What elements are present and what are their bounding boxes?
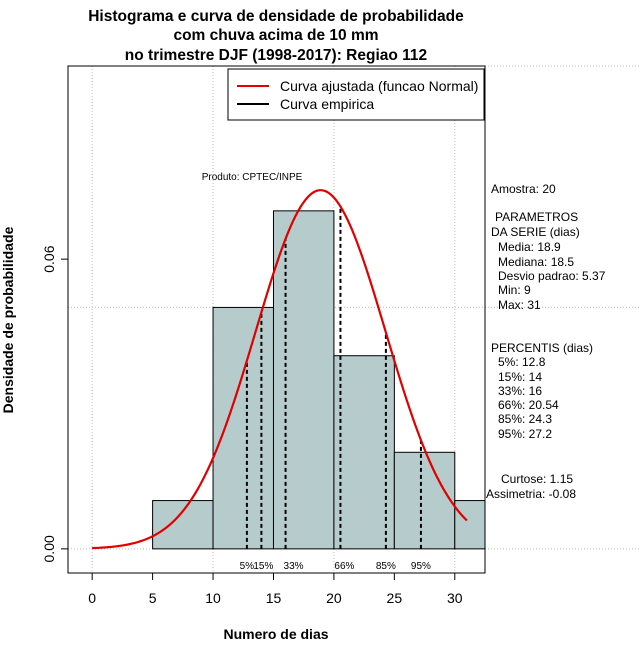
title-line-1: Histograma e curva de densidade de proba… <box>88 8 464 25</box>
y-axis-label: Densidade de probabilidade <box>0 226 16 413</box>
x-tick-label: 0 <box>88 590 96 606</box>
percentile-lines <box>245 206 422 549</box>
percentile-label: 85% <box>376 561 396 572</box>
x-tick-label: 5 <box>149 590 157 606</box>
histogram-bar <box>454 500 486 550</box>
x-tick-label: 10 <box>205 590 221 606</box>
y-tick-label: 0.06 <box>41 245 57 272</box>
legend-fitted-label: Curva ajustada (funcao Normal) <box>280 78 478 94</box>
legend: Curva ajustada (funcao Normal) Curva emp… <box>227 68 485 121</box>
chart-title: Histograma e curva de densidade de proba… <box>88 8 464 64</box>
amostra-text: Amostra: 20 <box>491 182 556 196</box>
param-min: Min: 9 <box>498 283 531 297</box>
histogram-bar <box>272 210 335 550</box>
histogram-bar <box>212 306 274 550</box>
percentile-label: 15% <box>253 561 273 572</box>
percentil-66: 66%: 20.54 <box>498 398 559 412</box>
x-tick-label: 30 <box>447 590 463 606</box>
percentis-title: PERCENTIS (dias) <box>491 341 593 355</box>
histogram-bar <box>152 500 214 550</box>
y-tick-label: 0.00 <box>41 535 57 562</box>
param-max: Max: 31 <box>498 298 541 312</box>
histogram-bar <box>333 355 395 550</box>
histogram-bar <box>393 451 456 550</box>
produto-label: Produto: CPTEC/INPE <box>202 172 303 183</box>
percentile-label: 66% <box>334 561 354 572</box>
percentile-label: 95% <box>411 561 431 572</box>
legend-box <box>227 68 485 121</box>
percentile-labels: 5% 15% 33% 66% 85% 95% <box>240 561 431 572</box>
x-tick-label: 15 <box>266 590 282 606</box>
assimetria-text: Assimetria: -0.08 <box>486 487 576 501</box>
y-axis: 0.00 0.06 <box>41 245 69 562</box>
x-axis: 0 5 10 15 20 25 30 <box>88 572 463 606</box>
percentil-15: 15%: 14 <box>498 370 542 384</box>
statistics-panel: Amostra: 20 PARAMETROS DA SERIE (dias) M… <box>486 182 606 501</box>
percentile-label: 5% <box>240 561 255 572</box>
legend-empirical-label: Curva empirica <box>280 96 374 112</box>
x-axis-label: Numero de dias <box>223 626 328 642</box>
parametros-subtitle: DA SERIE (dias) <box>491 225 580 239</box>
curtose-text: Curtose: 1.15 <box>501 472 573 486</box>
percentil-33: 33%: 16 <box>498 384 542 398</box>
percentile-label: 33% <box>284 561 304 572</box>
fitted-normal-curve <box>92 189 468 550</box>
percentil-5: 5%: 12.8 <box>498 355 546 369</box>
x-tick-label: 20 <box>326 590 342 606</box>
x-tick-label: 25 <box>387 590 403 606</box>
parametros-title: PARAMETROS <box>495 210 578 224</box>
param-media: Media: 18.9 <box>498 240 561 254</box>
param-desvio: Desvio padrao: 5.37 <box>498 269 606 283</box>
percentil-95: 95%: 27.2 <box>498 427 552 441</box>
histogram-bars <box>152 210 486 550</box>
param-mediana: Mediana: 18.5 <box>498 255 574 269</box>
percentil-85: 85%: 24.3 <box>498 412 552 426</box>
title-line-2: com chuva acima de 10 mm <box>173 27 378 44</box>
title-line-3: no trimestre DJF (1998-2017): Regiao 112 <box>125 47 427 64</box>
